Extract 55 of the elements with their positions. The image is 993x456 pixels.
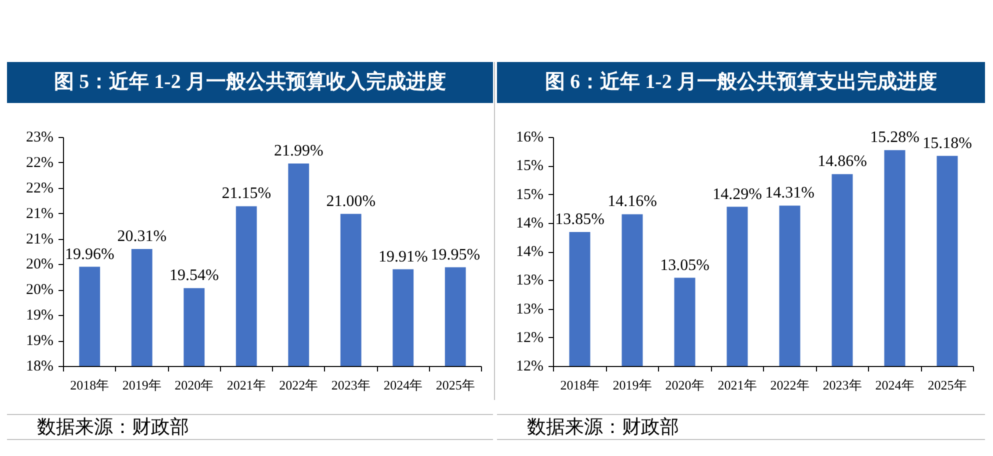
x-tick-label: 2021年 <box>226 378 266 392</box>
y-tick-label: 15% <box>516 158 544 174</box>
y-tick-label: 20% <box>26 282 54 298</box>
data-label: 19.54% <box>169 267 219 284</box>
x-tick-label: 2020年 <box>174 378 214 392</box>
y-tick-label: 16% <box>516 130 544 146</box>
source-note: 数据来源：财政部 <box>37 416 189 440</box>
data-label: 14.31% <box>765 184 814 202</box>
x-tick-label: 2021年 <box>718 378 757 392</box>
data-label: 19.91% <box>378 248 428 266</box>
y-tick-label: 19% <box>26 333 54 350</box>
data-label: 14.29% <box>712 186 762 203</box>
data-label: 13.05% <box>660 256 710 274</box>
x-tick-label: 2018年 <box>560 378 600 392</box>
data-label: 13.85% <box>555 210 604 228</box>
y-tick-label: 13% <box>516 301 544 318</box>
x-tick-label: 2024年 <box>875 378 914 392</box>
x-tick-label: 2025年 <box>436 378 475 392</box>
source-note: 数据来源：财政部 <box>527 416 679 440</box>
x-tick-label: 2019年 <box>122 378 162 392</box>
data-label: 19.96% <box>64 246 114 263</box>
x-tick-label: 2020年 <box>665 378 704 392</box>
y-tick-label: 14% <box>516 244 544 260</box>
y-tick-label: 19% <box>26 308 54 324</box>
chart-title: 图 5：近年 1-2 月一般公共预算收入完成进度 <box>54 70 446 95</box>
y-tick-label: 20% <box>26 256 54 273</box>
data-label: 19.95% <box>430 246 480 264</box>
y-tick-label: 13% <box>516 272 544 289</box>
y-tick-label: 21% <box>26 206 54 222</box>
y-tick-label: 21% <box>26 231 54 248</box>
data-label: 21.99% <box>274 142 324 160</box>
data-label: 21.00% <box>326 192 376 210</box>
x-tick-label: 2024年 <box>384 378 423 392</box>
data-label: 15.28% <box>870 129 920 146</box>
y-tick-label: 22% <box>26 180 54 196</box>
data-label: 20.31% <box>117 228 167 245</box>
data-label: 14.86% <box>818 153 867 170</box>
data-label: 15.18% <box>922 134 972 152</box>
x-tick-label: 2018年 <box>70 378 110 392</box>
y-tick-label: 22% <box>26 154 54 171</box>
y-tick-label: 23% <box>26 130 54 146</box>
x-tick-label: 2022年 <box>770 378 810 392</box>
data-label: 21.15% <box>222 185 272 202</box>
x-tick-label: 2025年 <box>928 378 967 392</box>
chart-title: 图 6：近年 1-2 月一般公共预算支出完成进度 <box>545 70 937 95</box>
y-tick-label: 12% <box>516 330 544 346</box>
y-tick-label: 12% <box>516 358 544 374</box>
y-tick-label: 14% <box>516 215 544 232</box>
x-tick-label: 2022年 <box>279 378 318 392</box>
x-tick-label: 2019年 <box>612 378 652 392</box>
y-tick-label: 18% <box>26 358 54 374</box>
data-label: 14.16% <box>608 193 657 210</box>
x-tick-label: 2023年 <box>822 378 862 392</box>
x-tick-label: 2023年 <box>331 378 370 392</box>
y-tick-label: 15% <box>516 186 544 203</box>
